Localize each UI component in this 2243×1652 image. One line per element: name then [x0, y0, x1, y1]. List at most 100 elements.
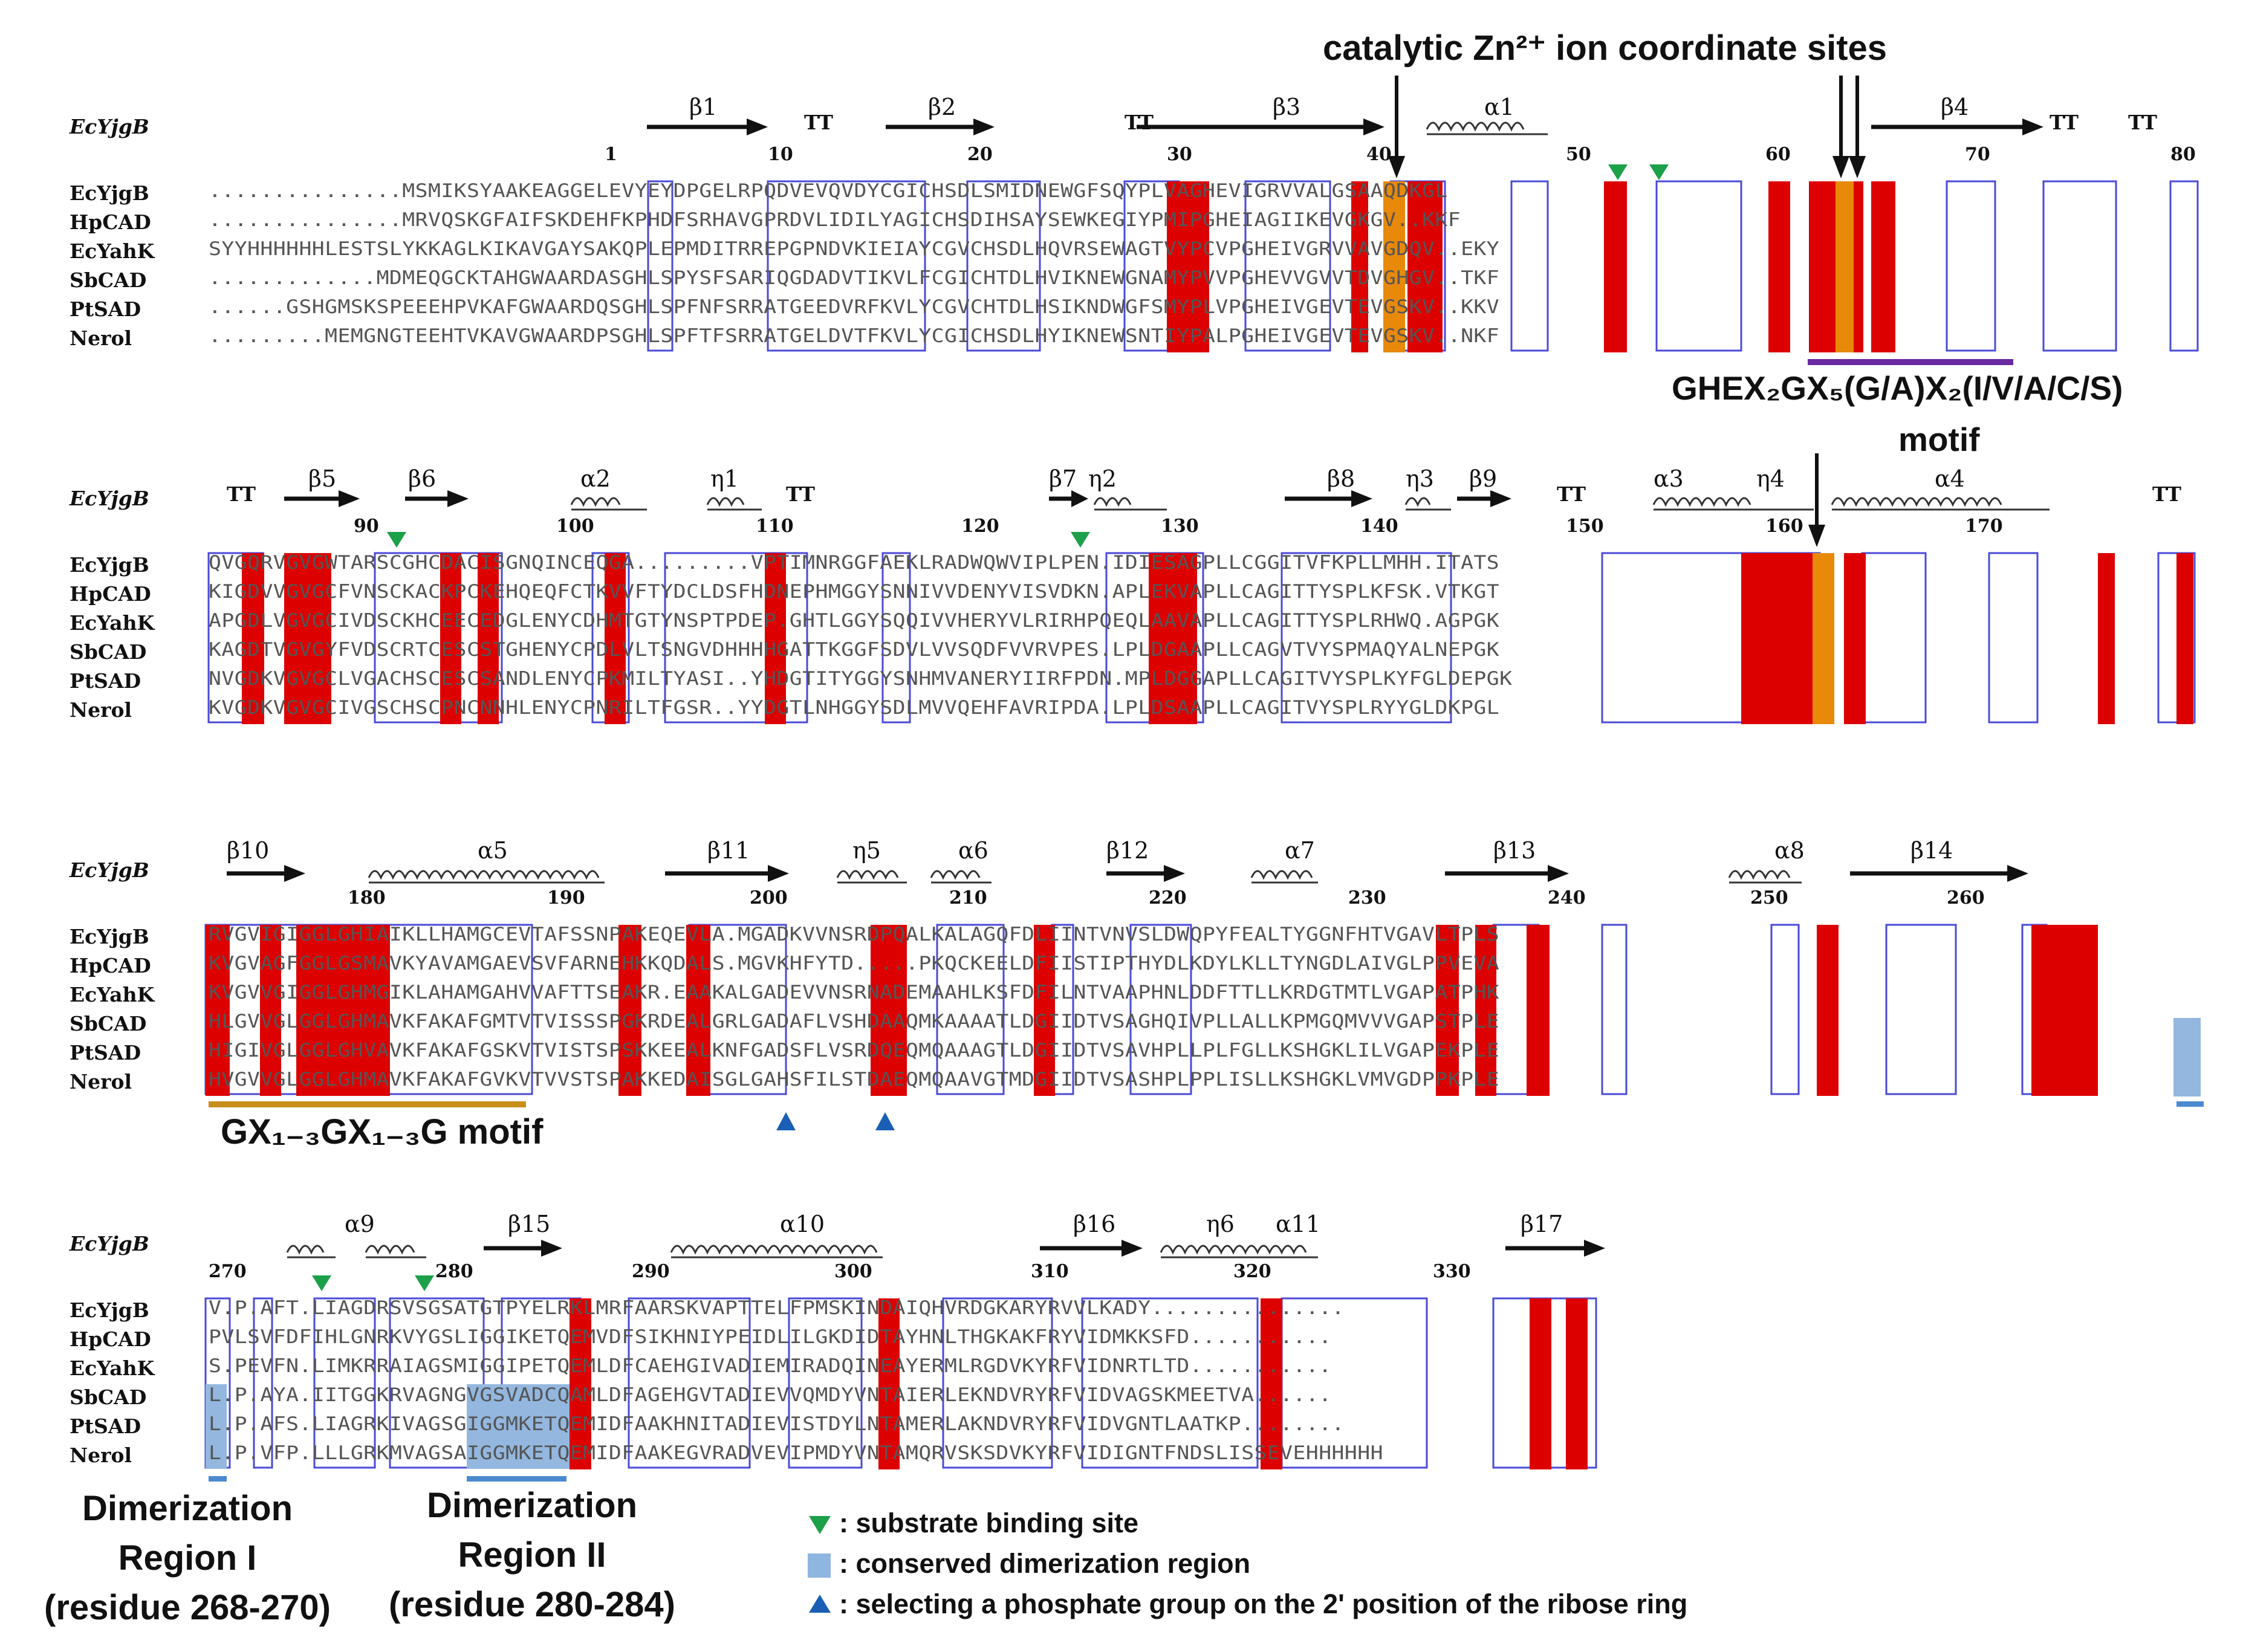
sequence-row: HVGVVGLGGLGHMAVKFAKAFGVKVTVVSTSPAKKEDAIS…: [209, 1069, 1500, 1090]
sequence-name: HpCAD: [70, 954, 151, 977]
dimer1-line1: Dimerization: [82, 1489, 293, 1528]
ss-label: β15: [508, 1211, 551, 1237]
block2-orange: [1813, 553, 1834, 724]
ruler-number: 280: [435, 1261, 473, 1282]
ruler-number: 50: [1566, 144, 1591, 165]
ss-label: β1: [689, 94, 718, 120]
dimer-region-2-label: Dimerization Region II (residue 280-284): [363, 1481, 701, 1630]
ghex-motif-word: motif: [1898, 421, 1980, 458]
ruler-number: 310: [1031, 1261, 1069, 1282]
ruler-number: 1: [605, 144, 617, 165]
sequence-row: .............MDMEQGCKTAHGWAARDASGHLSPYSF…: [209, 267, 1500, 289]
ruler-number: 30: [1167, 144, 1192, 165]
ruler-number: 290: [632, 1261, 670, 1282]
ss-label: β14: [1910, 837, 1953, 864]
sequence-row: HIGIVGLGGLGHVAVKFAKAFGSKVTVISTSPSKKEEALK…: [209, 1040, 1500, 1061]
sequence-row: QVGQRVGVGWTARSCGHCDACISGNQINCEQGA.......…: [209, 552, 1500, 574]
ruler-number: 110: [756, 516, 794, 537]
ss-label: β10: [227, 837, 270, 864]
ruler-number: 100: [556, 516, 594, 537]
ss-label: β6: [408, 465, 437, 492]
sequence-name: SbCAD: [70, 1012, 147, 1035]
sequence-row: RVGVIGIGGLGHIAIKLLHAMGCEVTAFSSNPAKEQEVLA…: [209, 924, 1500, 945]
ss-label: α4: [1935, 465, 1965, 492]
sequence-name: Nerol: [70, 326, 132, 350]
sequence-row: NVGDKVGVGCLVGACHSCESCSANDLENYCPKMILTYASI…: [209, 668, 1513, 690]
ruler-number: 270: [209, 1261, 247, 1282]
sequence-name: EcYahK: [70, 239, 155, 263]
block2-red: [242, 553, 2193, 724]
sequence-name: SbCAD: [70, 268, 147, 292]
ruler-number: 40: [1366, 144, 1392, 165]
sequence-row: ......GSHGMSKSPEEEHPVKAFGWAARDQSGHLSPFNF…: [209, 296, 1500, 318]
gx-motif-bar: [209, 1101, 526, 1107]
block3-dimer-hl: [2173, 1018, 2201, 1096]
zn-sites-label: catalytic Zn²⁺ ion coordinate sites: [1323, 28, 1888, 68]
ss-label: η6: [1206, 1211, 1235, 1237]
sequence-name: EcYjgB: [70, 1298, 149, 1322]
legend-dimer: : conserved dimerization region: [839, 1548, 1251, 1579]
ss-label: TT: [2152, 482, 2181, 506]
sequence-name: PtSAD: [70, 1414, 141, 1438]
sequence-row: APGDLVGVGCIVDSCKHCEECEDGLENYCDHMTGTYNSPT…: [209, 610, 1500, 632]
ref-name-label: EcYjgB: [70, 1232, 149, 1255]
ruler-number: 150: [1566, 516, 1604, 537]
sequence-name: EcYjgB: [70, 553, 149, 577]
block1-red: [1167, 181, 1895, 352]
ruler-number: 10: [768, 144, 793, 165]
sequence-row: HLGVVGLGGLGHMAVKFAKAFGMTVTVISSSPGKRDEALG…: [209, 1011, 1500, 1032]
sequence-row: KVGVAGFGGLGSMAVKYAVAMGAEVSVFARNEHKKQDALS…: [209, 953, 1500, 974]
ss-label: η3: [1406, 465, 1434, 492]
ruler-number: 320: [1233, 1261, 1271, 1282]
legend-phosphate: : selecting a phosphate group on the 2' …: [839, 1589, 1688, 1619]
ss-label: α2: [580, 465, 611, 492]
sequence-row: KVGDKVGVGCIVGSCHSCPNCNNHLENYCPNRILTFGSR.…: [209, 697, 1500, 719]
ss-label: α3: [1654, 465, 1684, 492]
sequence-name: EcYjgB: [70, 181, 149, 205]
ss-label: TT: [786, 482, 815, 506]
ghex-motif-label: GHEX₂GX₅(G/A)X₂(I/V/A/C/S): [1672, 369, 2123, 407]
ss-label: β4: [1941, 94, 1969, 120]
ruler-number: 240: [1548, 887, 1586, 909]
sequence-name: SbCAD: [70, 1385, 147, 1409]
ruler-number: 120: [961, 516, 999, 537]
sequence-row: KAGDTVGVGYFVDSCRTCESCSTGHENYCPDLVLTSNGVD…: [209, 639, 1500, 661]
dimer1-line3: (residue 268-270): [44, 1588, 331, 1627]
phosphate-tri-1: [776, 1112, 796, 1130]
sequence-name: PtSAD: [70, 297, 141, 321]
ss-label: TT: [227, 482, 256, 506]
sequence-row: KVGVVGIGGLGHMGIKLAHAMGAHVVAFTTSEAKR.EAAK…: [209, 982, 1500, 1003]
sequence-name: HpCAD: [70, 582, 151, 606]
sequence-name: PtSAD: [70, 1041, 141, 1064]
dimer2-line2: Region II: [458, 1535, 606, 1575]
legend-phosphate-icon: [809, 1595, 831, 1613]
ruler-number: 90: [354, 516, 379, 537]
legend-substrate-icon: [809, 1516, 831, 1534]
ss-label: α11: [1276, 1211, 1321, 1237]
ruler-number: 80: [2170, 144, 2196, 165]
dimer1-line2: Region I: [118, 1538, 257, 1578]
block3-red: [206, 925, 2098, 1096]
ss-label: β16: [1073, 1211, 1116, 1237]
ref-name-label: EcYjgB: [70, 115, 149, 138]
ruler-number: 260: [1947, 887, 1985, 909]
ss-label: β5: [308, 465, 337, 492]
ruler-number: 190: [547, 887, 585, 909]
sequence-row: KIGDVVGVGCFVNSCKACKPCKEHQEQFCTKVVFTYDCLD…: [209, 581, 1500, 603]
ss-arrows: [227, 118, 2043, 1257]
sequence-row: PVLSVFDFIHLGNRKVYGSLIGGIKETQEMVDFSIKHNIY…: [209, 1326, 1332, 1348]
sequence-row: L.P.AFS.LIAGRKIVAGSGIGGMKETQEMIDFAAKHNIT…: [209, 1413, 1345, 1435]
legend-substrate: : substrate binding site: [839, 1508, 1139, 1538]
ruler-number: 300: [834, 1261, 872, 1282]
ss-label: β9: [1469, 465, 1498, 492]
sequence-name: Nerol: [70, 1443, 132, 1467]
dimer1-bar-b: [209, 1476, 227, 1482]
sequence-name: Nerol: [70, 1070, 132, 1093]
block4-red: [570, 1298, 1588, 1469]
ss-label: TT: [2050, 111, 2079, 134]
ss-label: β12: [1106, 837, 1149, 864]
ss-label: β3: [1273, 94, 1301, 120]
dimer2-bar: [467, 1476, 566, 1482]
dimer1-bar-a: [2176, 1101, 2204, 1107]
